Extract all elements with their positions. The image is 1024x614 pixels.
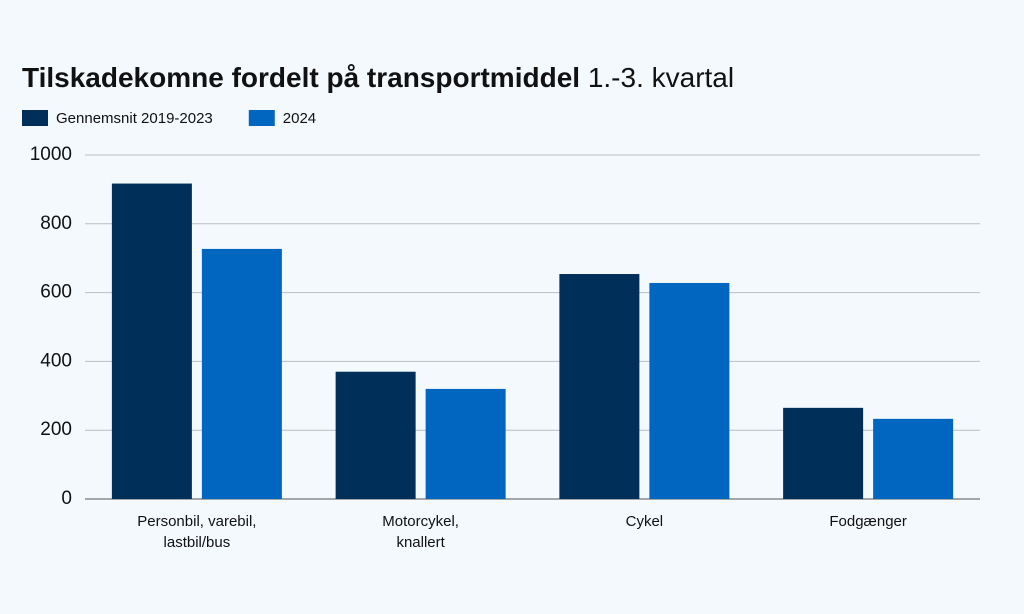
x-tick-label: Fodgænger (829, 513, 907, 530)
x-tick-label: Personbil, varebil, lastbil/bus (137, 513, 257, 551)
y-tick-label: 600 (40, 282, 72, 303)
bar (649, 282, 730, 499)
bar (201, 248, 282, 499)
bar (335, 371, 416, 499)
y-tick-label: 400 (40, 350, 72, 371)
bar (873, 418, 954, 499)
bar (111, 183, 192, 499)
legend-swatch (22, 110, 48, 126)
chart-title: Tilskadekomne fordelt på transportmiddel… (22, 62, 734, 93)
x-tick-label: Motorcykel, knallert (382, 513, 459, 551)
y-tick-label: 0 (61, 488, 72, 509)
subtitle: 1.-3. kvartal (588, 62, 734, 93)
legend-label: 2024 (283, 110, 316, 127)
y-tick-label: 1000 (30, 144, 72, 165)
y-tick-label: 200 (40, 419, 72, 440)
legend-label: Gennemsnit 2019-2023 (56, 110, 213, 127)
bar (783, 407, 864, 499)
y-tick-label: 800 (40, 213, 72, 234)
legend-swatch (248, 110, 275, 126)
x-tick-label: Cykel (625, 513, 664, 530)
bar (559, 274, 640, 499)
title: Tilskadekomne fordelt på transportmiddel (22, 62, 580, 93)
bar (425, 388, 506, 499)
